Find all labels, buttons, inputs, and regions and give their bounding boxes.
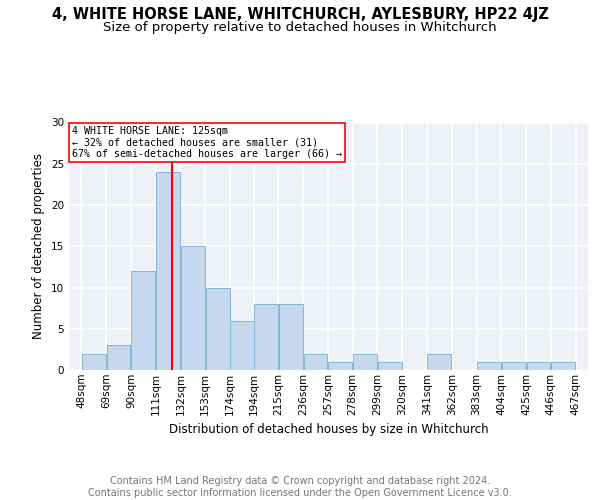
Bar bbox=[107, 345, 130, 370]
Bar bbox=[378, 362, 402, 370]
Bar bbox=[131, 271, 155, 370]
Bar bbox=[353, 354, 377, 370]
Bar bbox=[427, 354, 451, 370]
Text: Distribution of detached houses by size in Whitchurch: Distribution of detached houses by size … bbox=[169, 422, 488, 436]
Text: 4, WHITE HORSE LANE, WHITCHURCH, AYLESBURY, HP22 4JZ: 4, WHITE HORSE LANE, WHITCHURCH, AYLESBU… bbox=[52, 8, 548, 22]
Bar bbox=[477, 362, 501, 370]
Bar bbox=[328, 362, 352, 370]
Text: Contains HM Land Registry data © Crown copyright and database right 2024.
Contai: Contains HM Land Registry data © Crown c… bbox=[88, 476, 512, 498]
Bar bbox=[230, 320, 254, 370]
Bar bbox=[279, 304, 302, 370]
Bar bbox=[181, 246, 205, 370]
Bar bbox=[527, 362, 550, 370]
Bar bbox=[551, 362, 575, 370]
Bar bbox=[206, 288, 230, 370]
Bar bbox=[82, 354, 106, 370]
Bar bbox=[502, 362, 526, 370]
Y-axis label: Number of detached properties: Number of detached properties bbox=[32, 153, 46, 339]
Text: 4 WHITE HORSE LANE: 125sqm
← 32% of detached houses are smaller (31)
67% of semi: 4 WHITE HORSE LANE: 125sqm ← 32% of deta… bbox=[71, 126, 341, 160]
Bar bbox=[254, 304, 278, 370]
Bar bbox=[156, 172, 180, 370]
Bar bbox=[304, 354, 328, 370]
Text: Size of property relative to detached houses in Whitchurch: Size of property relative to detached ho… bbox=[103, 21, 497, 34]
